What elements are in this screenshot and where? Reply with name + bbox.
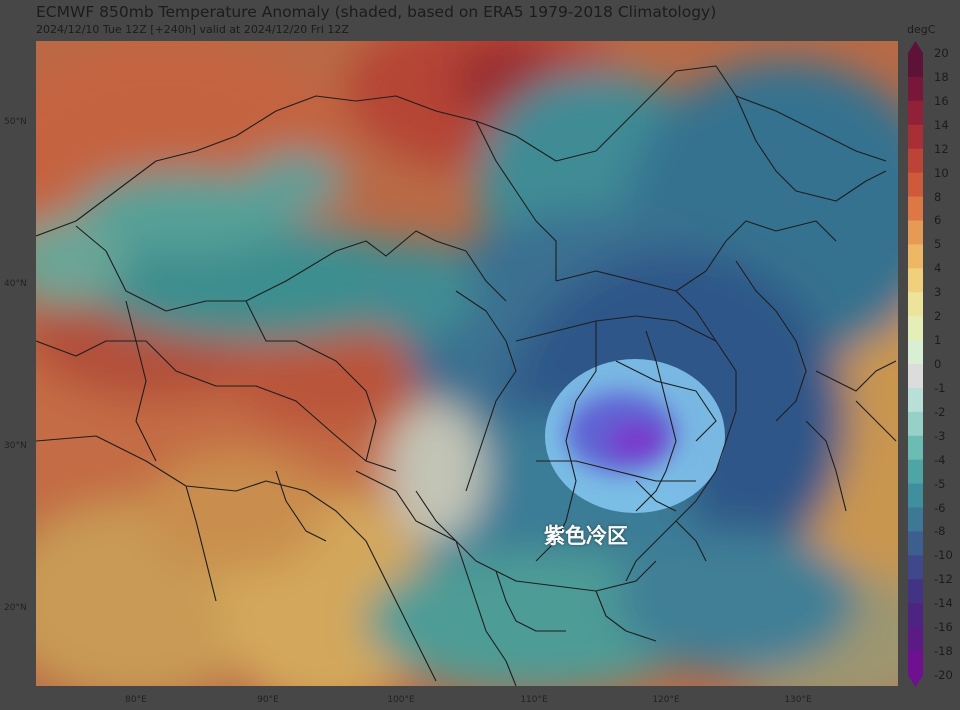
lat-label-30: 30°N	[4, 441, 27, 451]
colorbar-band	[908, 627, 923, 652]
lat-label-20: 20°N	[4, 603, 27, 613]
colorbar-band	[908, 579, 923, 604]
colorbar-tick-label: 3	[934, 285, 942, 300]
cold-zone-annotation: 紫色冷区	[544, 524, 628, 548]
colorbar-tick-label: 0	[934, 357, 942, 371]
colorbar-band	[908, 172, 923, 198]
colorbar-tick-label: 6	[934, 213, 942, 228]
colorbar-tick-label: -6	[934, 500, 946, 515]
colorbar-tick-label: -3	[934, 428, 946, 443]
colorbar-tick-label: 14	[934, 117, 949, 132]
colorbar-band	[908, 411, 923, 437]
colorbar-tick-label: 8	[934, 189, 942, 204]
map-title: ECMWF 850mb Temperature Anomaly (shaded,…	[36, 3, 717, 21]
colorbar-tick-label: 1	[934, 333, 942, 348]
lon-label-110: 110°E	[520, 695, 548, 705]
colorbar-band	[908, 220, 923, 245]
colorbar-extend-top	[908, 41, 923, 53]
colorbar-band	[908, 53, 923, 78]
colorbar-tick-label: -14	[934, 596, 953, 611]
cold-highlight	[545, 359, 725, 513]
anomaly-shading	[36, 41, 898, 686]
colorbar-tick-label: -16	[934, 620, 953, 635]
colorbar-band	[908, 387, 923, 413]
anomaly-map	[36, 41, 898, 686]
colorbar-band	[908, 483, 923, 509]
colorbar-tick-label: 18	[934, 69, 949, 84]
colorbar-band	[908, 316, 923, 341]
colorbar-band	[908, 435, 923, 461]
anomaly-map-svg	[36, 41, 898, 686]
colorbar-band	[908, 100, 923, 126]
lat-label-50: 50°N	[4, 117, 27, 127]
lon-label-90: 90°E	[257, 695, 279, 705]
colorbar-band	[908, 364, 923, 389]
colorbar-band	[908, 531, 923, 556]
map-subtitle: 2024/12/10 Tue 12Z [+240h] valid at 2024…	[36, 23, 349, 36]
colorbar-tick-label: 4	[934, 261, 942, 276]
colorbar-tick-label: 20	[934, 46, 949, 60]
lon-label-130: 130°E	[784, 695, 812, 705]
colorbar-tick-label: -20	[934, 668, 953, 682]
lon-label-120: 120°E	[652, 695, 680, 705]
colorbar-band	[908, 196, 923, 222]
colorbar-band	[908, 340, 923, 365]
colorbar-band	[908, 459, 923, 485]
colorbar-unit: degC	[907, 23, 936, 36]
colorbar	[908, 41, 923, 687]
colorbar-tick-label: -12	[934, 572, 953, 587]
colorbar-tick-label: -10	[934, 548, 953, 563]
lon-label-80: 80°E	[125, 695, 147, 705]
borders	[36, 65, 897, 686]
colorbar-band	[908, 268, 923, 293]
colorbar-tick-label: 12	[934, 141, 949, 156]
colorbar-tick-label: -18	[934, 644, 953, 659]
colorbar-band	[908, 124, 923, 150]
lat-label-40: 40°N	[4, 279, 27, 289]
colorbar-band	[908, 244, 923, 269]
colorbar-tick-label: -4	[934, 452, 946, 467]
colorbar-extend-bottom	[908, 675, 923, 687]
colorbar-tick-label: -1	[934, 380, 946, 395]
colorbar-tick-label: -8	[934, 524, 946, 539]
colorbar-tick-label: 5	[934, 237, 942, 252]
colorbar-tick-label: 16	[934, 93, 949, 108]
colorbar-band	[908, 148, 923, 174]
colorbar-band	[908, 507, 923, 533]
lon-label-100: 100°E	[387, 695, 415, 705]
colorbar-tick-label: -5	[934, 476, 946, 491]
colorbar-tick-label: -2	[934, 404, 946, 419]
colorbar-band	[908, 555, 923, 580]
colorbar-band	[908, 651, 923, 676]
colorbar-band	[908, 292, 923, 317]
colorbar-tick-label: 10	[934, 165, 949, 180]
colorbar-band	[908, 76, 923, 102]
colorbar-tick-label: 2	[934, 309, 942, 324]
colorbar-band	[908, 603, 923, 628]
